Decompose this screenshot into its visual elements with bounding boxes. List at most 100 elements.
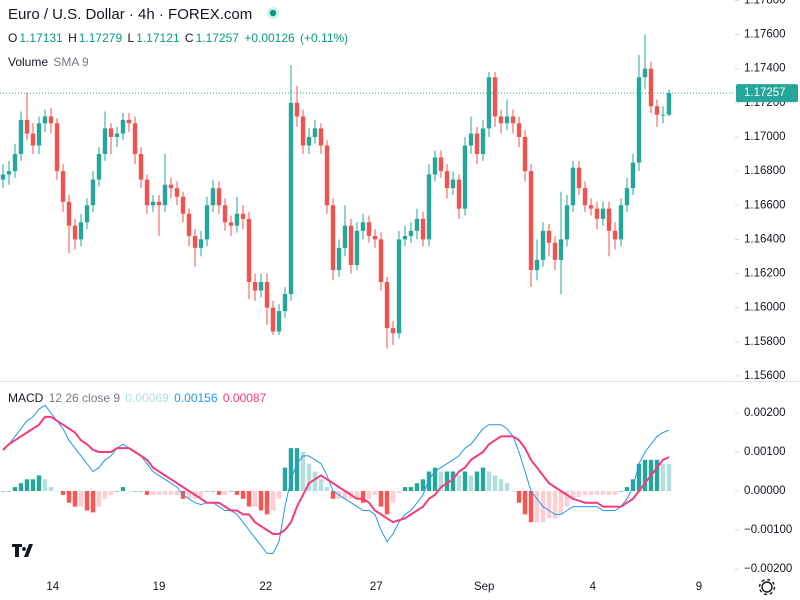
histogram-bar [546,490,552,519]
histogram-bar [78,490,84,507]
histogram-bar [6,490,12,492]
y-tick-label: 1.16000 [744,302,786,314]
histogram-bar [18,483,24,491]
settings-icon[interactable] [758,578,776,596]
histogram-bar [330,490,336,499]
histogram-bar [132,490,138,492]
low-label: L [127,31,135,45]
histogram-bar [522,490,528,515]
candle-body [18,119,24,155]
candle-body [330,205,336,271]
histogram-bar [618,490,624,492]
candle-body [630,162,636,189]
candle-body [444,171,450,189]
macd-title[interactable]: MACD [8,391,44,405]
histogram-bar [282,467,288,491]
candle-body [66,201,72,226]
histogram-bar [414,483,420,491]
tv-logo[interactable] [8,535,40,567]
candle-body [270,307,276,332]
histogram-bar [66,490,72,503]
candle-body [84,205,90,223]
histogram-bar [48,487,54,491]
histogram-bar [84,490,90,511]
close-label: C [184,31,194,45]
candle-body [126,119,132,124]
histogram-bar [114,490,120,492]
candle-body [654,106,660,115]
candle-body [60,171,66,202]
histogram-bar [366,490,372,499]
candle-body [72,225,78,240]
logo-mark [12,544,33,557]
candle-body [42,116,48,124]
histogram-bar [660,463,666,491]
change-value: +0.00126 [244,31,295,45]
close-value: 1.17257 [195,31,239,45]
candle-body [456,179,462,209]
candle-body [114,133,120,137]
histogram-bar [258,490,264,511]
histogram-bar [144,490,150,495]
volume-label[interactable]: Volume [8,55,49,69]
histogram-bar [72,490,78,507]
candle-body [0,174,6,180]
x-tick-label: 27 [370,581,383,593]
candle-body [378,239,384,283]
histogram-bar [42,479,48,491]
x-tick-label: 22 [259,581,272,593]
candle-body [108,128,114,137]
candle-body [564,205,570,240]
histogram-bar [426,471,432,491]
candle-body [264,282,270,308]
candle-body [390,328,396,334]
histogram-bar [462,471,468,491]
histogram-bar [198,490,204,497]
candle-body [246,218,252,283]
signal-value: 0.00087 [222,391,267,405]
candle-body [78,222,84,240]
x-tick-label: 14 [46,581,59,593]
candle-body [30,133,36,146]
open-value: 1.17131 [19,31,63,45]
histogram-bar [384,490,390,515]
candle-body [498,116,504,124]
histogram-bar [300,451,306,491]
histogram-bar [498,479,504,491]
histogram-bar [510,490,516,492]
histogram-bar [108,490,114,495]
candle-body [636,77,642,163]
y-tick-label: 0.00100 [744,446,786,458]
candle-body [420,218,426,240]
change-percent: (+0.11%) [300,31,349,45]
candle-body [540,230,546,260]
histogram-bar [270,490,276,511]
histogram-bar [600,490,606,495]
candle-body [12,154,18,172]
candle-body [558,239,564,260]
y-tick-label: 1.15800 [744,336,786,348]
high-label: H [68,31,77,45]
candle-body [234,213,240,226]
candle-body [282,293,288,312]
y-tick-label: 0.00200 [744,407,786,419]
candle-body [594,208,600,219]
candle-body [228,222,234,226]
histogram-bar [12,487,18,491]
histogram-bar [168,490,174,495]
y-tick-label: 0.00000 [744,485,786,497]
candle-body [300,116,306,146]
candle-body [528,171,534,271]
y-tick-label: −0.00200 [744,563,792,575]
histogram-bar [60,490,66,495]
candle-body [618,205,624,240]
histogram-bar [444,471,450,491]
candle-body [660,114,666,116]
symbol-title[interactable]: Euro / U.S. Dollar · 4h · FOREX.com [8,6,253,23]
gear-ring [761,581,773,593]
macd-legend: MACD 12 26 close 9 0.00069 0.00156 0.000… [8,391,268,405]
market-status[interactable] [266,6,280,20]
candle-body [324,145,330,206]
